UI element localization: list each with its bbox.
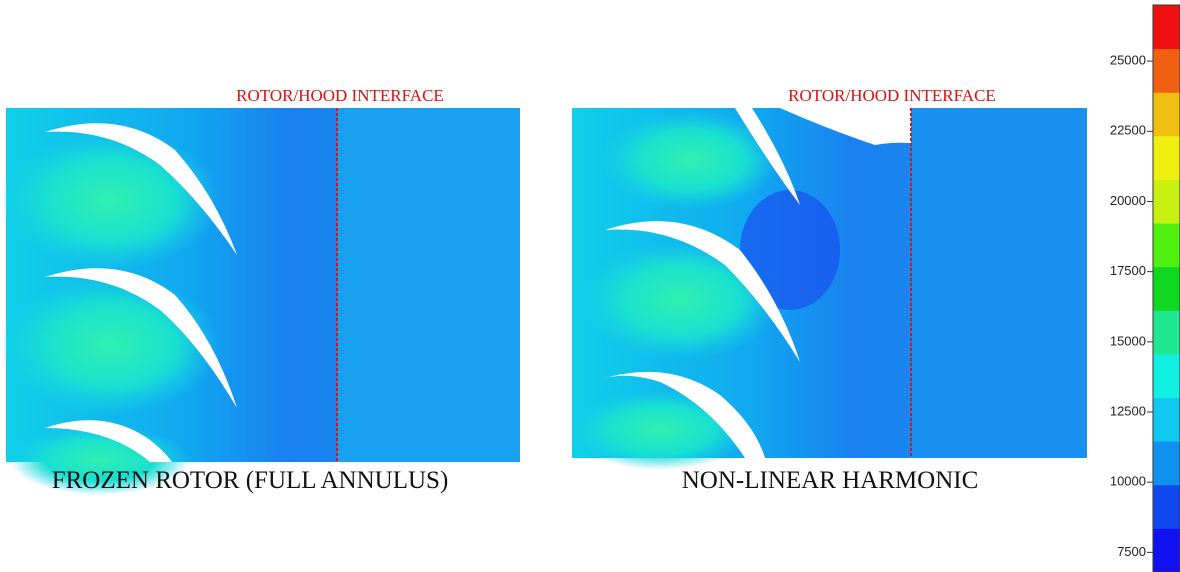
colorbar-tick-label: 12500	[1110, 403, 1146, 418]
colorbar-band	[1153, 353, 1180, 399]
panel-nlh: ROTOR/HOOD INTERFACE NON-LINEAR HARMONIC	[570, 86, 1087, 494]
hood-region	[911, 108, 1087, 458]
colorbar-band	[1153, 310, 1180, 355]
colorbar-tick-label: 17500	[1110, 263, 1146, 278]
colorbar-tick-label: 7500	[1117, 544, 1146, 559]
colorbar-band	[1153, 441, 1180, 486]
blade	[605, 221, 800, 362]
caption: NON-LINEAR HARMONIC	[682, 467, 979, 494]
colorbar: 7500 10000 12500 15000 17500 20000 22500 25000	[1110, 4, 1180, 572]
panel-frozen: ROTOR/HOOD INTERFACE FROZEN ROTOR (FULL …	[0, 86, 520, 495]
colorbar-band	[1153, 92, 1180, 137]
colorbar-band	[1153, 484, 1180, 529]
colorbar-tick-label: 20000	[1110, 193, 1146, 208]
colorbar-band	[1153, 5, 1180, 50]
colorbar-band	[1153, 179, 1180, 224]
contour-region	[600, 110, 780, 210]
colorbar-band	[1153, 266, 1180, 311]
blade	[45, 268, 237, 408]
interface-label: ROTOR/HOOD INTERFACE	[236, 86, 444, 105]
colorbar-tick-label: 25000	[1110, 53, 1146, 68]
colorbar-tick-label: 10000	[1110, 474, 1146, 489]
hood-region	[337, 108, 520, 462]
contour-region	[740, 190, 840, 310]
colorbar-tick-label: 22500	[1110, 123, 1146, 138]
blade	[45, 420, 172, 462]
colorbar-band	[1153, 528, 1180, 572]
blade	[605, 371, 765, 458]
blade	[45, 123, 237, 255]
contour-region	[0, 275, 220, 415]
colorbar-frame	[1152, 4, 1180, 572]
colorbar-band	[1153, 135, 1180, 180]
colorbar-band	[1153, 223, 1180, 268]
flow-gap	[780, 108, 911, 145]
interface-label: ROTOR/HOOD INTERFACE	[788, 86, 996, 105]
contour-region	[0, 130, 220, 270]
caption: FROZEN ROTOR (FULL ANNULUS)	[52, 467, 449, 494]
colorbar-band	[1153, 397, 1180, 442]
colorbar-tick-label: 15000	[1110, 333, 1146, 348]
colorbar-band	[1153, 48, 1180, 93]
blade	[735, 108, 800, 205]
